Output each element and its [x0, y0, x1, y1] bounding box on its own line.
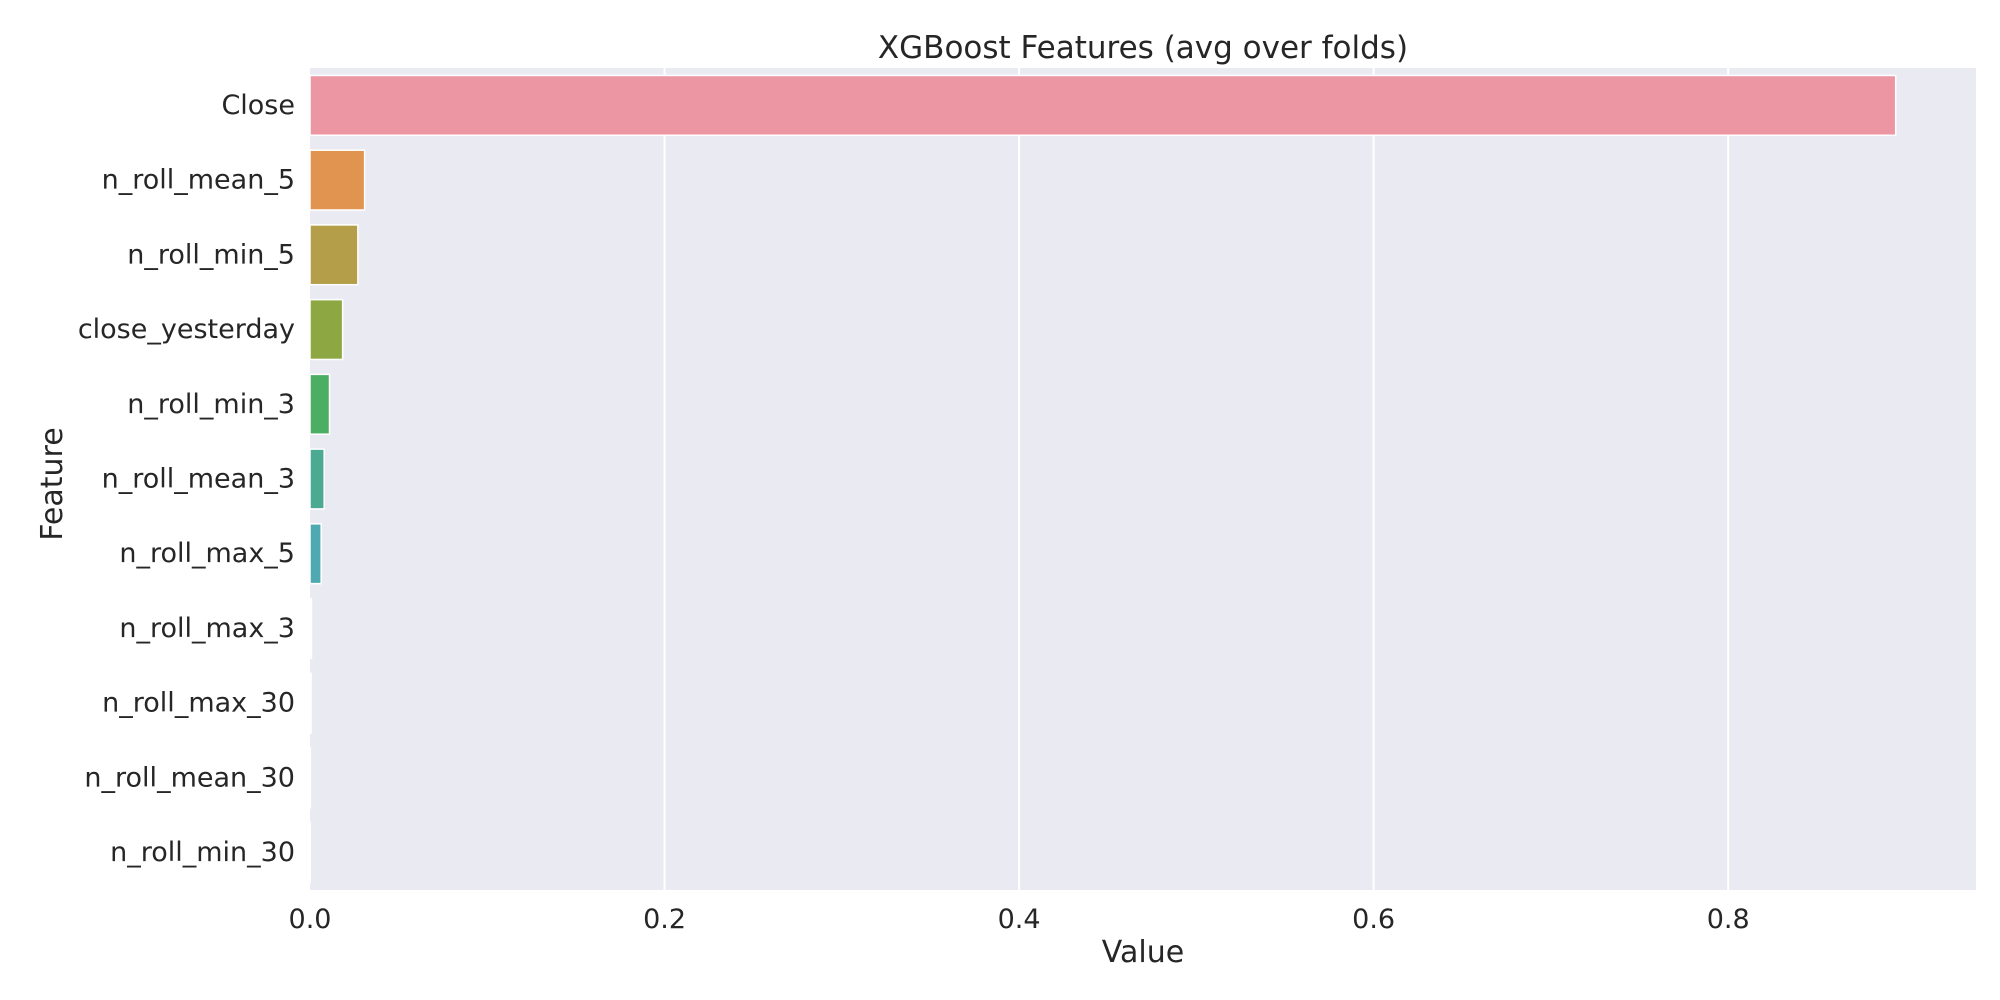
x-tick-label: 0.0: [289, 904, 332, 935]
chart-title: XGBoost Features (avg over folds): [878, 30, 1408, 66]
y-axis-label: Feature: [35, 427, 70, 540]
y-tick-label: close_yesterday: [78, 314, 295, 345]
y-tick-label: n_roll_max_30: [102, 688, 295, 719]
x-tick-label: 0.2: [643, 904, 686, 935]
x-tick-label: 0.8: [1707, 904, 1750, 935]
bar-n_roll_max_30: [309, 672, 312, 734]
grid-lines: [663, 68, 1730, 890]
y-tick-label: n_roll_max_3: [119, 613, 295, 644]
y-tick-label: n_roll_mean_3: [102, 464, 295, 495]
y-tick-label: n_roll_max_5: [119, 538, 295, 569]
x-tick-labels: 0.0 0.2 0.4 0.6 0.8: [289, 904, 1750, 935]
bar-n_roll_mean_5: [309, 149, 366, 211]
x-tick-label: 0.4: [998, 904, 1041, 935]
y-tick-label: n_roll_min_3: [127, 389, 295, 420]
bar-close_yesterday: [309, 298, 344, 361]
bar-n_roll_max_5: [309, 523, 322, 585]
bar-n_roll_min_3: [309, 373, 331, 435]
bar-n_roll_min_5: [309, 224, 359, 286]
y-tick-label: n_roll_min_5: [127, 239, 295, 270]
plot-background: [310, 68, 1976, 890]
bar-n_roll_max_3: [309, 597, 313, 660]
x-axis-label: Value: [1102, 935, 1184, 970]
y-tick-label: n_roll_mean_5: [102, 165, 295, 196]
bar-n_roll_mean_3: [309, 448, 325, 510]
y-tick-label: n_roll_mean_30: [84, 762, 295, 793]
x-tick-label: 0.6: [1352, 904, 1395, 935]
bar-Close: [309, 74, 1897, 137]
y-tick-labels: Close n_roll_mean_5 n_roll_min_5 close_yest…: [78, 90, 295, 868]
y-tick-label: Close: [221, 90, 295, 121]
bars: [309, 74, 1897, 884]
y-tick-label: n_roll_min_30: [110, 837, 295, 868]
